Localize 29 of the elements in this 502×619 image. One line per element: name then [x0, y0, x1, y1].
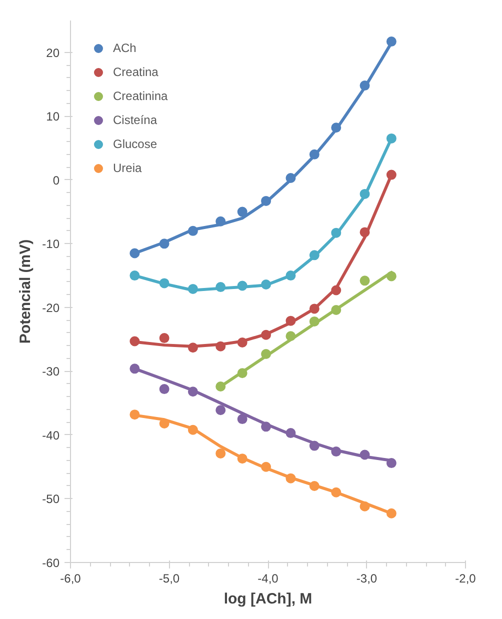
legend-label: Creatinina — [113, 89, 168, 103]
y-tick-label: -20 — [42, 300, 60, 315]
y-tick-label: -60 — [42, 556, 60, 570]
y-tick-label: 10 — [46, 110, 60, 124]
legend-label: Ureia — [113, 161, 142, 175]
x-tick-label: -6,0 — [60, 572, 82, 586]
point — [360, 276, 370, 286]
legend-label: ACh — [113, 41, 136, 55]
point — [216, 448, 226, 458]
legend-label: Glucose — [113, 137, 158, 151]
y-tick-label: 20 — [46, 46, 60, 60]
point — [237, 206, 248, 217]
y-tick-label: -30 — [42, 364, 60, 379]
legend-label: Creatina — [113, 65, 158, 79]
point — [159, 384, 170, 394]
y-tick-label: -10 — [42, 237, 60, 252]
point — [216, 405, 226, 416]
x-axis-title: log [ACh], M — [224, 590, 312, 608]
x-tick-label: -2,0 — [455, 572, 476, 586]
x-tick-label: -4,0 — [258, 572, 279, 586]
y-tick-label: -40 — [42, 428, 60, 442]
x-tick-label: -3,0 — [356, 572, 378, 586]
point — [159, 333, 170, 344]
point — [237, 414, 248, 424]
y-axis-title: Potencial (mV) — [17, 239, 34, 344]
legend-label: Cisteína — [113, 113, 158, 127]
y-tick-label: -50 — [42, 492, 60, 506]
y-tick-label: 0 — [52, 173, 60, 188]
x-tick-label: -5,0 — [158, 572, 180, 586]
